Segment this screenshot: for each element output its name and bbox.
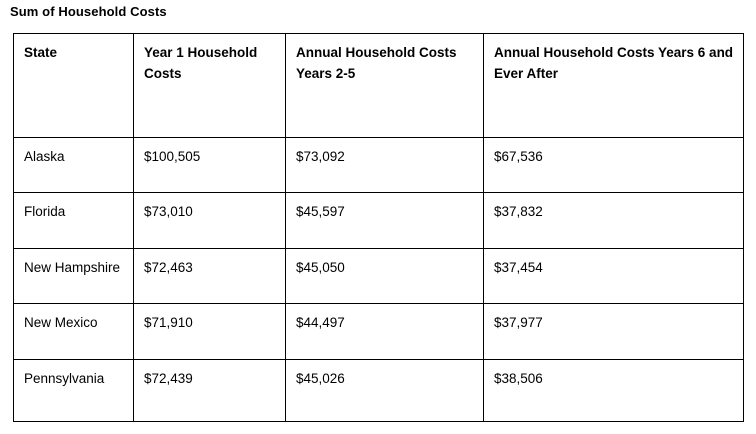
cell-years6-after-cost: $67,536 [483,137,744,193]
cell-state: Alaska [13,137,134,193]
cell-years2-5-cost: $73,092 [285,137,484,193]
cell-years2-5-cost: $45,050 [285,248,484,304]
cell-state: Pennsylvania [13,359,134,422]
cell-year1-cost: $72,463 [133,248,286,304]
column-header-year1-costs: Year 1 Household Costs [133,33,286,138]
cell-year1-cost: $72,439 [133,359,286,422]
column-header-years6-after-costs: Annual Household Costs Years 6 and Ever … [483,33,744,138]
cell-years2-5-cost: $45,026 [285,359,484,422]
cell-years2-5-cost: $44,497 [285,303,484,360]
cell-year1-cost: $100,505 [133,137,286,193]
cell-years2-5-cost: $45,597 [285,192,484,249]
table-title: Sum of Household Costs [10,4,167,19]
cell-years6-after-cost: $37,977 [483,303,744,360]
table-row-new-mexico: New Mexico $71,910 $44,497 $37,977 [13,303,744,360]
header-row: State Year 1 Household Costs Annual Hous… [13,33,744,138]
table-row-new-hampshire: New Hampshire $72,463 $45,050 $37,454 [13,248,744,304]
table-row-alaska: Alaska $100,505 $73,092 $67,536 [13,137,744,193]
cell-state: Florida [13,192,134,249]
cell-years6-after-cost: $37,454 [483,248,744,304]
household-costs-table: State Year 1 Household Costs Annual Hous… [13,33,744,422]
column-header-state: State [13,33,134,138]
cell-year1-cost: $71,910 [133,303,286,360]
cell-years6-after-cost: $37,832 [483,192,744,249]
cell-state: New Hampshire [13,248,134,304]
cell-state: New Mexico [13,303,134,360]
cell-year1-cost: $73,010 [133,192,286,249]
table-row-florida: Florida $73,010 $45,597 $37,832 [13,192,744,249]
table-row-pennsylvania: Pennsylvania $72,439 $45,026 $38,506 [13,359,744,422]
column-header-years2-5-costs: Annual Household Costs Years 2-5 [285,33,484,138]
cell-years6-after-cost: $38,506 [483,359,744,422]
